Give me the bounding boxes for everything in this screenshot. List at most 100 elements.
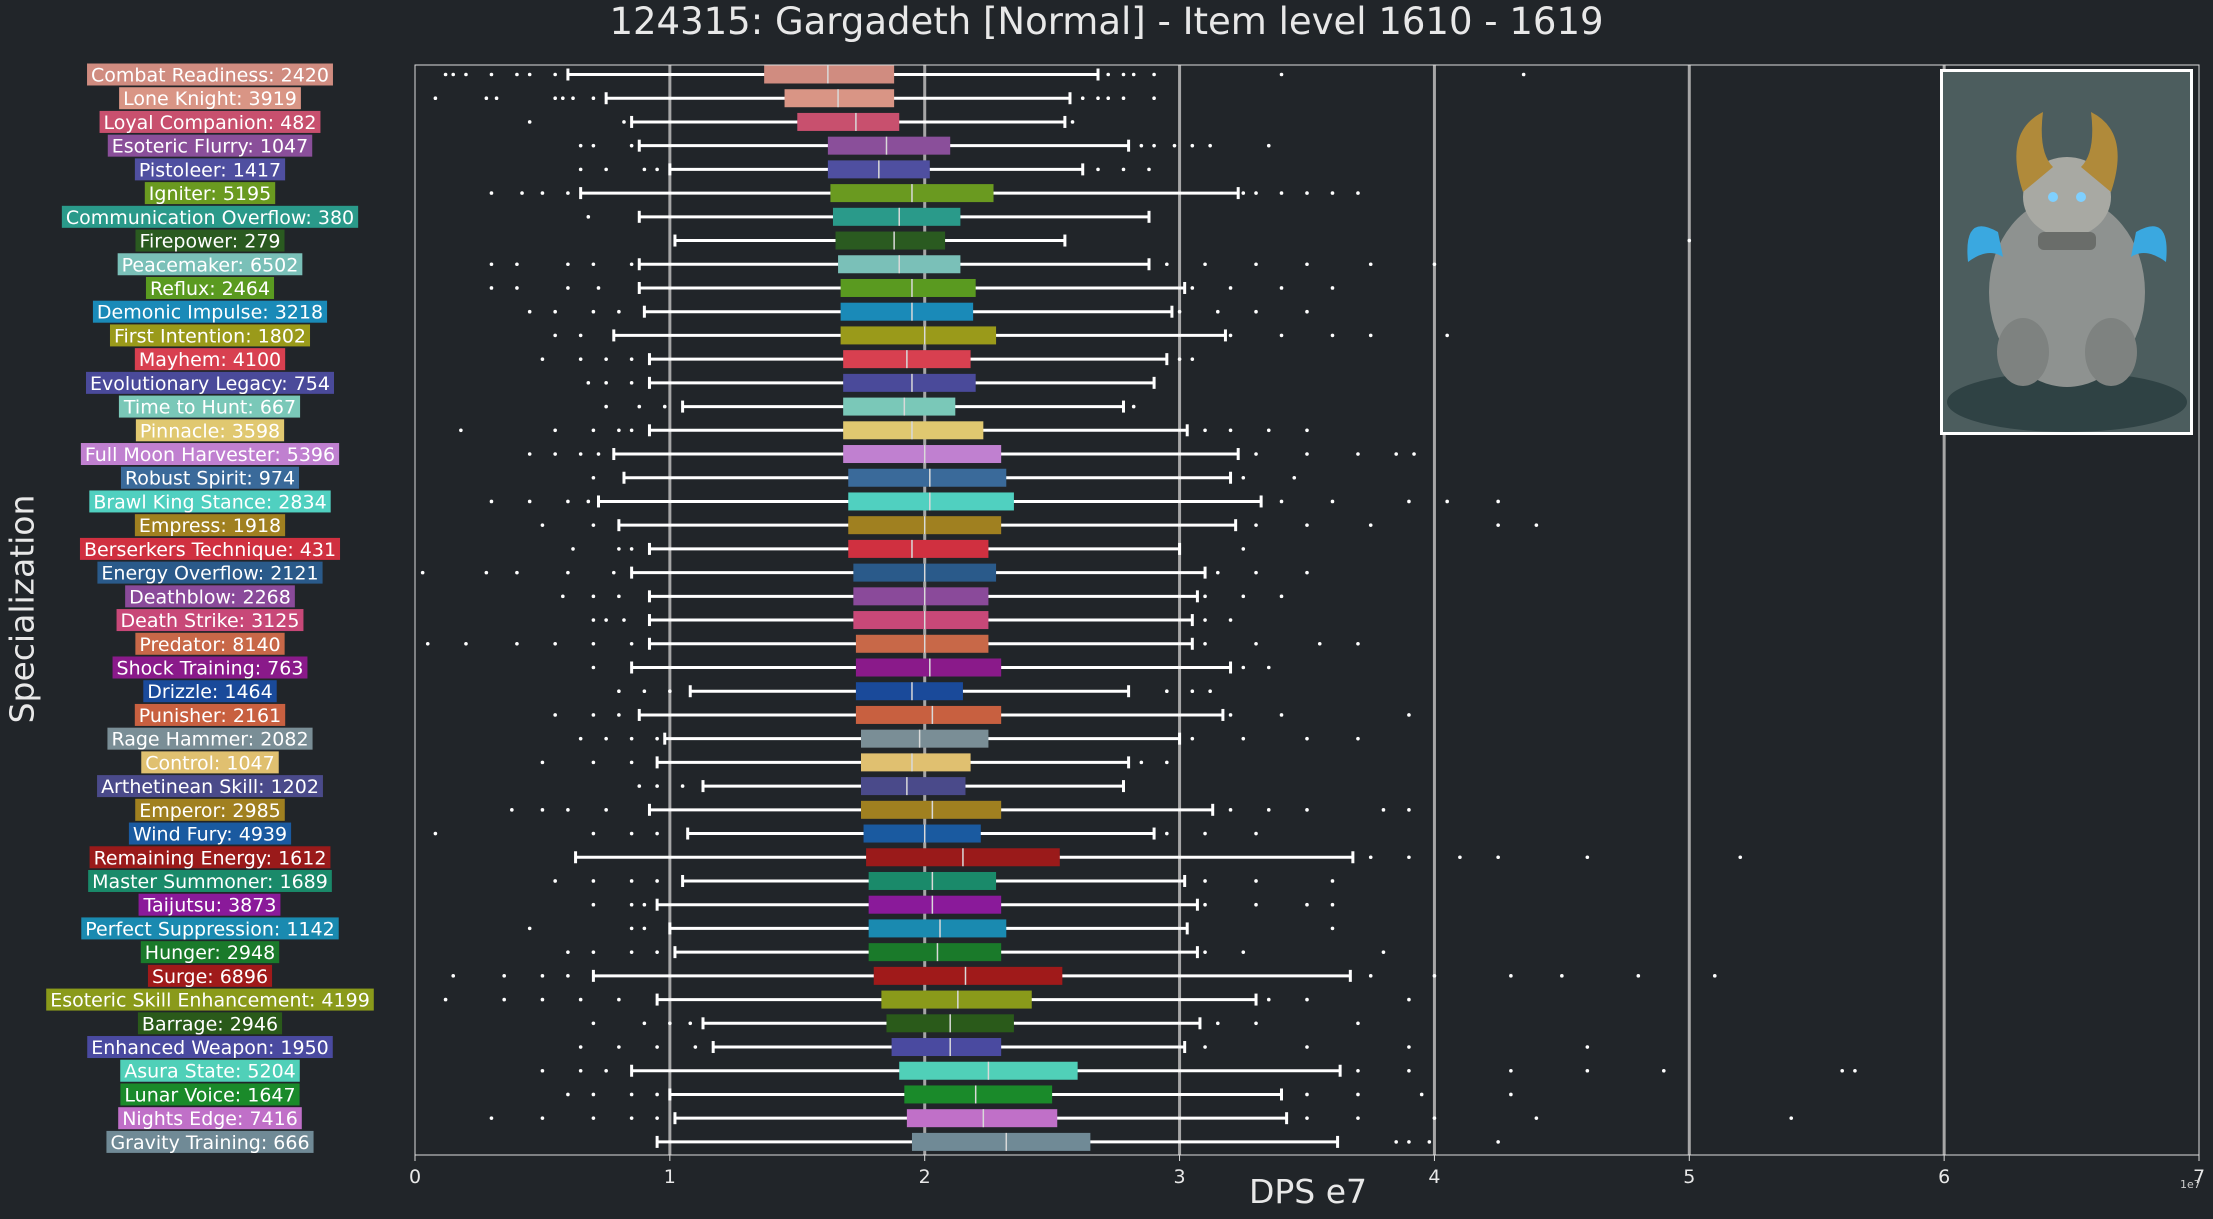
outlier-point [1279,713,1284,717]
box-iqr [784,89,895,108]
category-label-text: Mayhem: 4100 [139,349,281,371]
box-row [540,350,1195,369]
outlier-point [561,96,565,101]
outlier-point [1305,997,1309,1002]
category-label-text: Pinnacle: 3598 [140,420,280,442]
outlier-point [629,879,634,883]
category-label-bg [128,822,292,845]
outlier-point [489,499,494,504]
box-row [566,943,1386,962]
box-row [553,705,1411,724]
category-label-text: Asura State: 5204 [124,1061,296,1083]
box-row [561,587,1284,606]
outlier-point [1203,641,1207,646]
outlier-point [578,1045,583,1049]
category-label: Firepower: 279 [135,229,285,253]
outlier-point [540,760,545,765]
outlier-point [1496,499,1500,504]
outlier-point [617,997,621,1002]
scale-note: 1e7 [2180,1178,2201,1191]
box-iqr [855,705,1002,724]
outlier-point [604,381,608,385]
category-label: Shock Training: 763 [112,656,308,680]
outlier-point [527,72,532,77]
category-label: Perfect Suppression: 1142 [81,917,339,940]
category-label: Igniter: 5195 [144,182,276,205]
outlier-point [1330,879,1335,883]
outlier-point [1445,499,1449,504]
outlier-point [1432,974,1437,978]
outlier-point [629,381,634,385]
outlier-point [1152,143,1156,148]
category-label-bg [145,276,275,299]
category-label-bg [134,514,286,537]
outlier-point [566,950,570,954]
outlier-point [1687,238,1692,243]
outlier-point [1096,96,1100,101]
outlier-point [591,831,596,836]
y-axis-label: Specialization [2,494,42,724]
category-label-text: Berserkers Technique: 431 [84,539,336,561]
outlier-point [527,120,532,124]
boss-portrait-icon [1940,69,2193,435]
category-label-text: Reflux: 2464 [150,278,270,300]
outlier-point [1407,997,1411,1002]
category-label-bg [135,798,285,821]
outlier-point [1190,286,1195,290]
outlier-point [586,381,591,385]
outlier-point [1203,262,1207,267]
category-label-text: Esoteric Flurry: 1047 [112,136,308,158]
outlier-point [1131,72,1136,77]
box-iqr [861,777,966,796]
outlier-point [1853,1068,1857,1073]
category-label-text: Arthetinean Skill: 1202 [101,776,319,798]
outlier-point [443,997,448,1002]
outlier-point [1509,1068,1513,1073]
box-iqr [843,445,1002,464]
category-label: Punisher: 2161 [134,703,286,727]
outlier-point [617,1045,621,1049]
outlier-point [1241,191,1246,195]
outlier-point [591,1116,596,1120]
outlier-point [527,452,532,456]
box-row [591,658,1271,677]
outlier-point [604,618,608,622]
outlier-point [1407,1068,1411,1073]
box-row [578,1038,1590,1057]
outlier-point [553,879,557,883]
outlier-point [1254,831,1258,836]
box-iqr [861,800,1002,819]
outlier-point [1266,808,1271,812]
box-row [591,895,1335,914]
box-row [578,729,1360,748]
outlier-point [571,96,575,101]
box-iqr [891,1038,1002,1057]
category-label: Taijutsu: 3873 [138,893,281,917]
outlier-point [540,1068,545,1073]
outlier-point [1317,641,1322,646]
outlier-point [578,736,583,741]
outlier-point [1203,618,1207,622]
outlier-point [1070,120,1075,124]
outlier-point [1330,191,1335,195]
box-row [553,871,1335,890]
outlier-point [1394,1140,1398,1144]
outlier-point [1121,96,1126,101]
box-row [553,326,1449,345]
box-row [527,302,1309,321]
outlier-point [527,499,532,504]
outlier-point [553,713,557,717]
category-label-bg [97,561,323,584]
outlier-point [566,499,570,504]
outlier-point [489,286,494,290]
outlier-point [1172,143,1177,148]
category-label-text: Control: 1047 [145,752,274,774]
box-iqr [848,492,1014,511]
box-row [578,136,1271,155]
outlier-point [1738,855,1743,860]
category-label: Mayhem: 4100 [134,348,286,371]
category-label: Brawl King Stance: 2834 [89,490,331,513]
outlier-point [655,1116,659,1120]
grid-lines [668,65,1946,1155]
